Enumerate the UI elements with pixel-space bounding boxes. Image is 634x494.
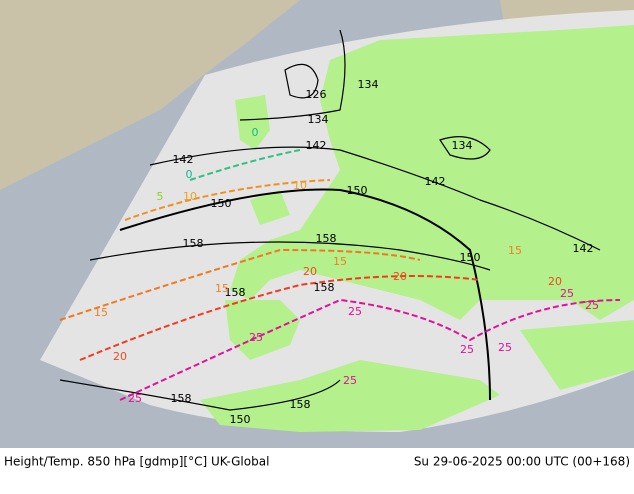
contour-label: 158 xyxy=(183,237,204,250)
contour xyxy=(189,149,301,181)
contour-label: 20 xyxy=(303,265,317,278)
contour-label: 142 xyxy=(573,242,594,255)
contour-label: 25 xyxy=(348,305,362,318)
land xyxy=(200,320,634,432)
contour-label: 20 xyxy=(113,350,127,363)
footer-left: Height/Temp. 850 hPa [gdmp][°C] UK-Globa… xyxy=(4,455,269,469)
contour-label: 20 xyxy=(393,270,407,283)
contour-label: 150 xyxy=(230,413,251,426)
contour-label: 142 xyxy=(425,175,446,188)
contour-label: 158 xyxy=(316,232,337,245)
contour-label: 20 xyxy=(548,275,562,288)
contour xyxy=(149,146,601,251)
contour-label: 158 xyxy=(290,398,311,411)
footer-right: Su 29-06-2025 00:00 UTC (00+168) xyxy=(414,455,630,469)
contour-label: 25 xyxy=(343,374,357,387)
contour-label: 25 xyxy=(585,299,599,312)
contour-label: 126 xyxy=(306,88,327,101)
contour xyxy=(439,136,491,160)
contour-label: 150 xyxy=(460,251,481,264)
contour-label: 15 xyxy=(508,244,522,257)
contour-label: 25 xyxy=(498,341,512,354)
contour xyxy=(59,248,421,321)
contour-label: 134 xyxy=(308,113,329,126)
contour-label: 15 xyxy=(333,255,347,268)
contour-label: 134 xyxy=(358,78,379,91)
contour xyxy=(119,298,621,401)
contour xyxy=(124,179,331,221)
contour-label: 5 xyxy=(157,190,164,203)
contour xyxy=(79,275,481,361)
contour-label: 158 xyxy=(171,392,192,405)
contour xyxy=(119,188,491,401)
contour-label: 134 xyxy=(452,139,473,152)
contour xyxy=(239,29,346,121)
contour-label: 25 xyxy=(560,287,574,300)
temperature-contours xyxy=(59,149,621,401)
contour-label: 25 xyxy=(460,343,474,356)
contour-label: 0 xyxy=(252,126,259,139)
contour xyxy=(89,241,491,271)
land xyxy=(225,300,300,360)
contour-label: 158 xyxy=(225,286,246,299)
contour-label: 15 xyxy=(215,282,229,295)
contour-label: 15 xyxy=(94,306,108,319)
contour xyxy=(284,63,319,99)
contour-label: 25 xyxy=(249,331,263,344)
contour-label: 142 xyxy=(173,153,194,166)
contour-label: 0 xyxy=(186,168,193,181)
land xyxy=(230,25,634,320)
contour-label: 142 xyxy=(306,139,327,152)
contour-label: 10 xyxy=(183,190,197,203)
height-contours xyxy=(59,29,601,411)
contour-label: 10 xyxy=(293,179,307,192)
footer xyxy=(0,448,634,490)
contour-label: 25 xyxy=(128,392,142,405)
contour-label: 150 xyxy=(211,197,232,210)
contour-label: 158 xyxy=(314,281,335,294)
outer-land xyxy=(0,0,300,190)
contour-label: 150 xyxy=(347,184,368,197)
contour xyxy=(59,379,341,411)
